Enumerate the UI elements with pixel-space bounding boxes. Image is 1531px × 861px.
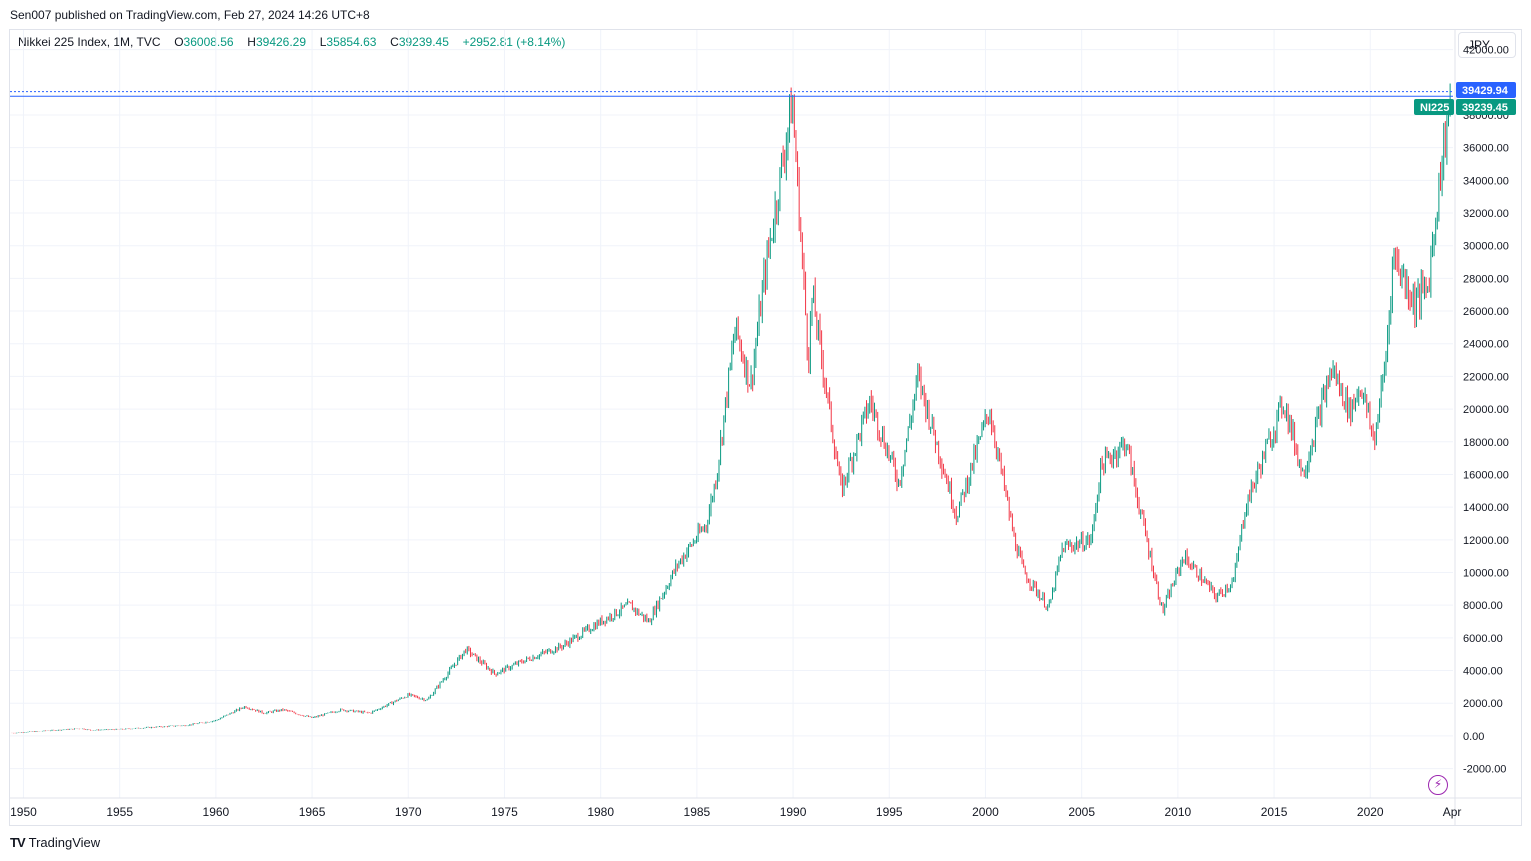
high-value: 39426.29 (255, 35, 307, 49)
y-tick-label: 26000.00 (1463, 306, 1509, 318)
symbol-tag-text: NI225 (1420, 102, 1449, 114)
y-tick-label: 8000.00 (1463, 600, 1503, 612)
x-tick-label: 2005 (1068, 805, 1095, 819)
x-tick-label: 1970 (395, 805, 422, 819)
tradingview-logo-icon: TV (10, 835, 26, 850)
chart-frame (9, 29, 1522, 826)
grid (10, 30, 1453, 798)
x-axis[interactable]: 1950 1955 1960 1965 1970 1975 1980 1985 1990 1995… (10, 797, 1521, 819)
close-value: 39239.45 (398, 35, 449, 49)
open-label: O (174, 35, 184, 49)
x-tick-label: 1960 (203, 805, 230, 819)
y-tick-label: 42000.00 (1463, 45, 1509, 57)
x-tick-label: 1975 (491, 805, 518, 819)
x-tick-label: 1965 (299, 805, 326, 819)
y-tick-label: 18000.00 (1463, 437, 1509, 449)
y-axis[interactable]: -2000.00 0.00 2000.00 4000.00 6000.00 8000.00… (1454, 30, 1509, 826)
ohlc-legend: Nikkei 225 Index, 1M, TVC O36008.56 H394… (18, 35, 565, 49)
y-tick-label: 16000.00 (1463, 469, 1509, 481)
publisher-caption: Sen007 published on TradingView.com, Feb… (10, 8, 370, 22)
y-tick-label: 4000.00 (1463, 666, 1503, 678)
x-tick-label: 1955 (106, 805, 133, 819)
x-tick-label: 2015 (1261, 805, 1288, 819)
y-tick-label: 32000.00 (1463, 208, 1509, 220)
low-label: L (319, 35, 327, 49)
x-tick-label: 1980 (587, 805, 614, 819)
currency-button[interactable]: JPY (1458, 32, 1516, 58)
y-tick-label: 22000.00 (1463, 371, 1509, 383)
x-tick-label: 1990 (780, 805, 807, 819)
x-tick-label: 2010 (1165, 805, 1192, 819)
y-tick-label: 10000.00 (1463, 568, 1509, 580)
change-value: +2952.81 (+8.14%) (462, 35, 566, 49)
y-tick-label: 20000.00 (1463, 404, 1509, 416)
y-tick-label: 24000.00 (1463, 339, 1509, 351)
tradingview-brand: TradingView (28, 835, 101, 850)
candles (11, 83, 1451, 734)
high-price-tag-text: 39429.94 (1462, 85, 1509, 97)
x-tick-label: 2020 (1357, 805, 1384, 819)
symbol-tag (1414, 99, 1454, 115)
last-price-tag-text: 39239.45 (1462, 102, 1508, 114)
high-price-tag (1456, 82, 1516, 98)
x-tick-label: 1995 (876, 805, 903, 819)
open-value: 36008.56 (183, 35, 234, 49)
y-tick-label: 34000.00 (1463, 175, 1509, 187)
y-tick-label: 6000.00 (1463, 633, 1503, 645)
x-tick-label: Apr (1443, 805, 1462, 819)
close-label: C (390, 35, 399, 49)
y-tick-label: 2000.00 (1463, 698, 1503, 710)
y-tick-label: -2000.00 (1463, 764, 1506, 776)
y-tick-label: 12000.00 (1463, 535, 1509, 547)
y-tick-label: 28000.00 (1463, 273, 1509, 285)
symbol-label[interactable]: Nikkei 225 Index, 1M, TVC (18, 35, 161, 49)
y-tick-label: 0.00 (1463, 731, 1484, 743)
last-price-tag (1456, 99, 1516, 115)
x-tick-label: 1985 (684, 805, 711, 819)
lightning-icon[interactable]: ⚡ (1428, 775, 1448, 795)
low-value: 35854.63 (326, 35, 377, 49)
y-tick-label: 30000.00 (1463, 241, 1509, 253)
tradingview-logo[interactable]: TV TradingView (10, 835, 100, 850)
high-label: H (247, 35, 256, 49)
y-tick-label: 14000.00 (1463, 502, 1509, 514)
price-tags: 39429.94 NI225 39239.45 (1414, 82, 1516, 115)
y-tick-label: 36000.00 (1463, 143, 1509, 155)
x-tick-label: 1950 (10, 805, 37, 819)
x-tick-label: 2000 (972, 805, 999, 819)
price-lines (10, 91, 1453, 97)
